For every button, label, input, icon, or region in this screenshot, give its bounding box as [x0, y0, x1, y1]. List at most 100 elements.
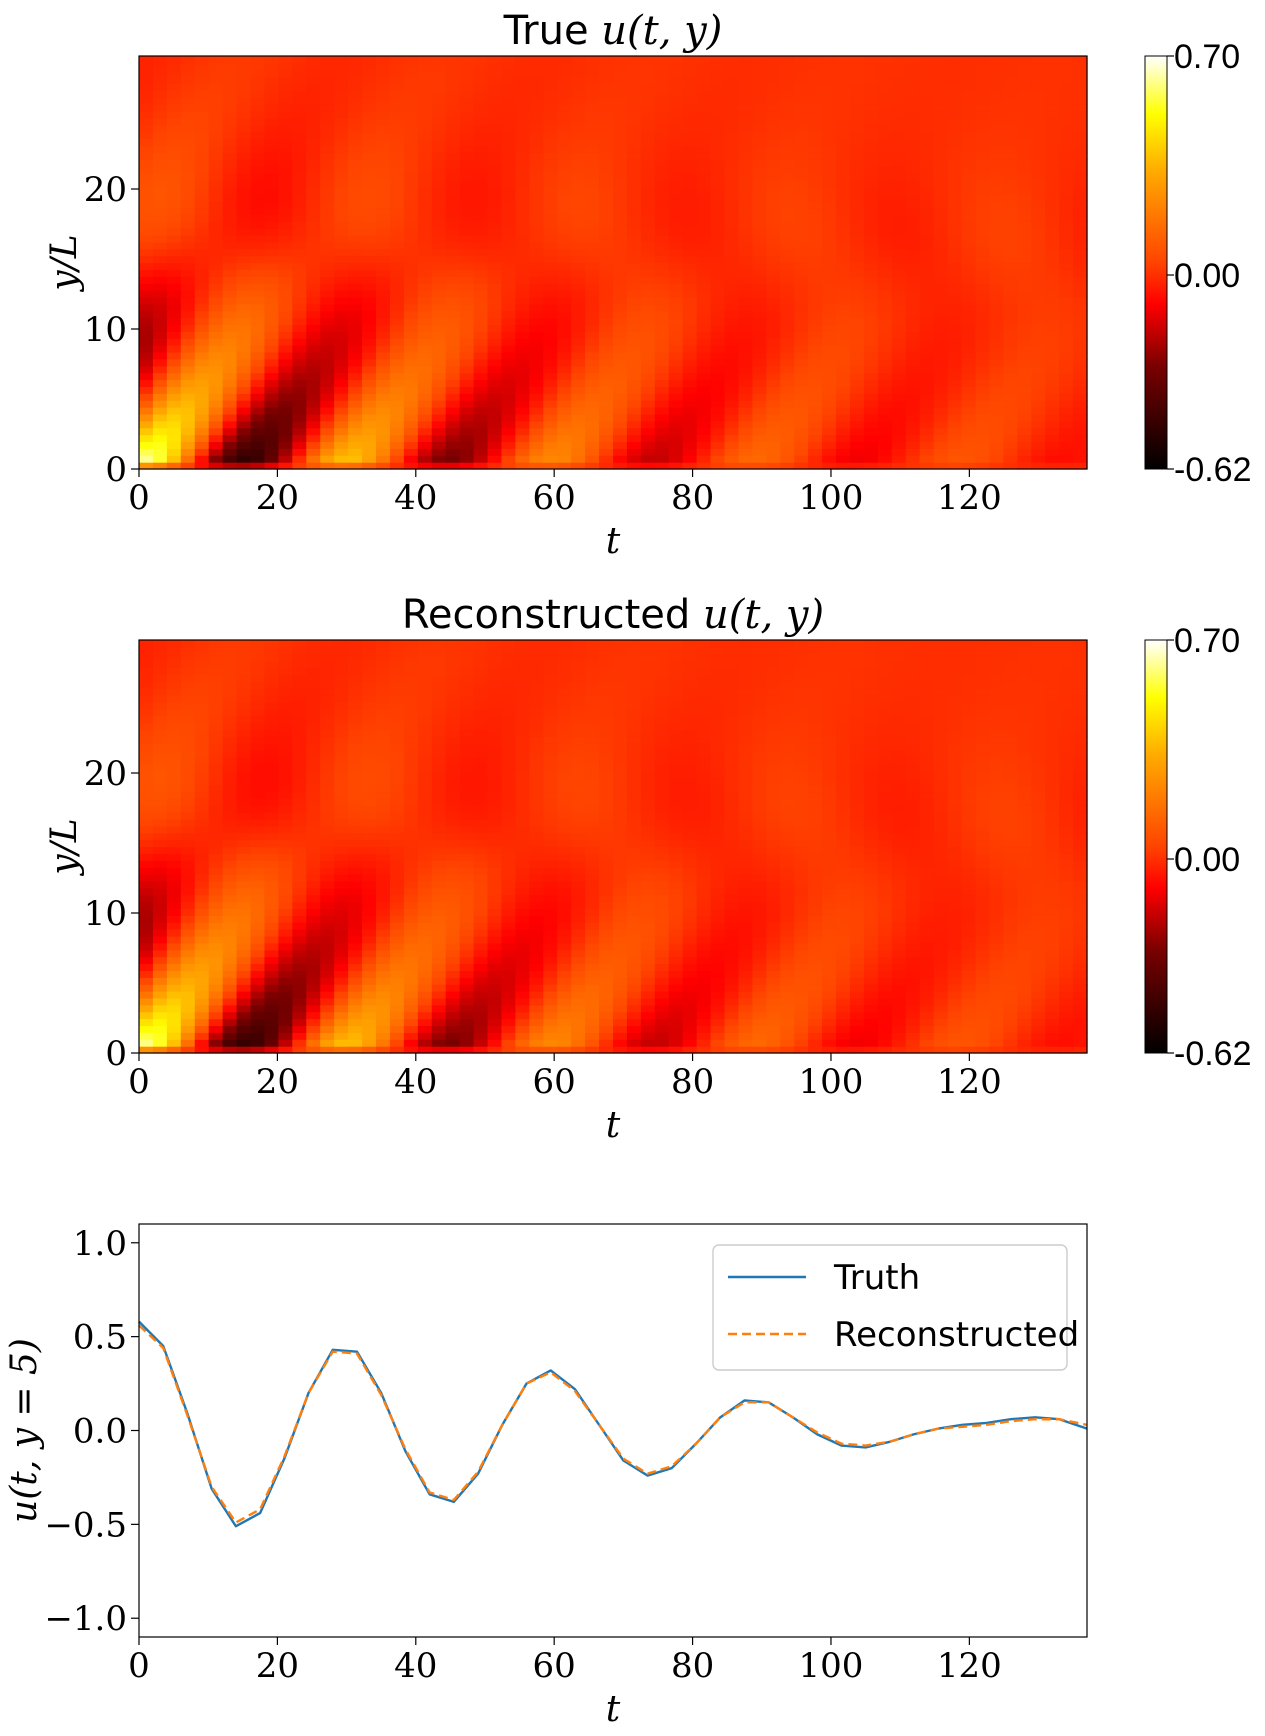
heatmap-cell [808, 365, 823, 374]
heatmap-cell [222, 117, 238, 126]
heatmap-cell [348, 241, 363, 250]
heatmap-cell [933, 407, 949, 415]
heatmap-cell [836, 441, 851, 449]
heatmap-cell [417, 448, 433, 456]
heatmap-cell [850, 62, 865, 71]
heatmap-cell [752, 56, 767, 64]
heatmap-cell [752, 173, 767, 181]
heatmap-cell [919, 317, 935, 326]
heatmap-cell [919, 159, 935, 167]
heatmap-cell [543, 56, 558, 64]
heatmap-cell [278, 117, 293, 126]
heatmap-cell [264, 887, 280, 896]
heatmap-cell [501, 159, 517, 167]
heatmap-cell [543, 462, 558, 470]
heatmap-cell [403, 420, 419, 429]
heatmap-cell [152, 763, 168, 772]
heatmap-cell [710, 372, 726, 381]
heatmap-cell [264, 915, 280, 923]
heatmap-cell [180, 839, 196, 848]
heatmap-cell [320, 1046, 335, 1054]
heatmap-cell [640, 407, 656, 415]
heatmap-cell [682, 234, 698, 243]
heatmap-cell [752, 241, 767, 250]
heatmap-cell [710, 290, 726, 298]
heatmap-cell [292, 736, 307, 744]
heatmap-cell [487, 413, 503, 422]
heatmap-cell [278, 991, 293, 999]
heatmap-cell [919, 124, 935, 133]
heatmap-cell [543, 413, 558, 422]
heatmap-cell [222, 1046, 238, 1054]
heatmap-cell [585, 351, 600, 360]
heatmap-cell [1045, 379, 1060, 387]
heatmap-cell [334, 1046, 349, 1054]
heatmap-cell [487, 372, 503, 381]
heatmap-cell [389, 62, 405, 71]
heatmap-cell [961, 331, 977, 339]
heatmap-cell [292, 956, 307, 965]
heatmap-cell [710, 455, 726, 463]
heatmap-cell [515, 345, 530, 353]
heatmap-cell [222, 441, 238, 449]
heatmap-cell [306, 887, 321, 896]
heatmap-cell [417, 372, 433, 381]
heatmap-cell [473, 303, 489, 312]
heatmap-cell [445, 255, 461, 264]
heatmap-cell [668, 186, 684, 195]
heatmap-cell [626, 131, 642, 140]
heatmap-cell [292, 805, 307, 813]
heatmap-cell [571, 173, 586, 181]
heatmap-cell [264, 393, 280, 401]
heatmap-cell [180, 660, 196, 669]
heatmap-cell [473, 104, 489, 112]
heatmap-cell [222, 358, 238, 367]
heatmap-cell [599, 386, 614, 394]
heatmap-cell [236, 234, 252, 243]
heatmap-cell [1073, 152, 1088, 160]
heatmap-cell [626, 104, 642, 112]
heatmap-cell [180, 949, 196, 958]
heatmap-cell [222, 159, 238, 167]
heatmap-cell [334, 777, 349, 786]
heatmap-cell [334, 455, 349, 463]
heatmap-cell [292, 152, 307, 160]
heatmap-cell [585, 331, 600, 339]
heatmap-cell [891, 131, 907, 140]
heatmap-cell [585, 290, 600, 298]
heatmap-cell [487, 111, 503, 119]
heatmap-cell [334, 791, 349, 799]
heatmap-cell [334, 420, 349, 429]
heatmap-cell [320, 1004, 335, 1013]
heatmap-cell [292, 262, 307, 270]
heatmap-cell [599, 303, 614, 312]
heatmap-cell [362, 138, 377, 147]
heatmap-cell [1059, 296, 1074, 305]
heatmap-cell [236, 104, 252, 112]
heatmap-cell [278, 131, 293, 140]
heatmap-cell [320, 736, 335, 744]
heatmap-cell [194, 805, 210, 813]
heatmap-cell [947, 290, 963, 298]
heatmap-cell [1073, 413, 1088, 422]
heatmap-cell [1045, 434, 1060, 443]
heatmap-cell [529, 345, 544, 353]
heatmap-cell [891, 372, 907, 381]
heatmap-cell [278, 255, 293, 264]
heatmap-cell [696, 145, 712, 153]
heatmap-cell [654, 269, 670, 277]
heatmap-cell [975, 104, 991, 112]
heatmap-cell [752, 159, 767, 167]
heatmap-cell [543, 296, 558, 305]
heatmap-cell [626, 234, 642, 243]
heatmap-cell [250, 701, 266, 710]
heatmap-cell [334, 1032, 349, 1040]
heatmap-cell [710, 462, 726, 470]
heatmap-cell [836, 310, 851, 319]
heatmap-cell [417, 462, 433, 470]
heatmap-cell [808, 290, 823, 298]
heatmap-cell [320, 977, 335, 985]
heatmap-cell [139, 262, 154, 270]
heatmap-cell [640, 145, 656, 153]
heatmap-cell [264, 400, 280, 408]
